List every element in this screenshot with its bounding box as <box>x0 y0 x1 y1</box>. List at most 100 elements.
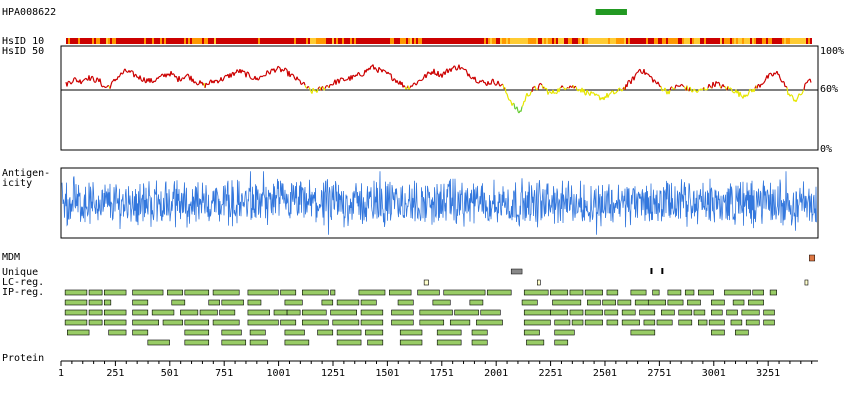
hsid10-cell <box>122 38 124 44</box>
ip-region-block <box>606 319 619 326</box>
hsid10-cell <box>388 38 390 44</box>
ip-region-block <box>554 319 571 326</box>
hsid10-cell <box>592 38 594 44</box>
similarity-segment <box>208 80 211 85</box>
similarity-segment <box>522 101 525 106</box>
hsid10-cell <box>610 38 612 44</box>
hsid10-cell <box>574 38 576 44</box>
ip-region-block <box>360 319 384 326</box>
similarity-segment <box>591 92 594 94</box>
hsid10-cell <box>568 38 570 44</box>
similarity-segment <box>183 76 186 80</box>
similarity-segment <box>774 72 777 75</box>
similarity-segment <box>461 67 464 70</box>
hsid10-cell <box>490 38 492 44</box>
ip-region-block <box>360 309 384 316</box>
hsid10-cell <box>114 38 116 44</box>
similarity-segment <box>403 85 406 88</box>
antigenicity-label-line1: Antigen- <box>2 168 51 179</box>
ip-region-block <box>88 309 103 316</box>
hsid10-cell <box>480 38 482 44</box>
similarity-segment <box>378 66 381 70</box>
hsid10-cell <box>80 38 82 44</box>
hsid10-cell <box>276 38 278 44</box>
similarity-segment <box>682 85 685 88</box>
similarity-panel-frame <box>60 45 819 151</box>
similarity-segment <box>561 85 564 88</box>
similarity-segment <box>778 74 781 79</box>
ip-region-block <box>302 319 329 326</box>
similarity-segment <box>140 79 143 82</box>
axis-tick-label: 2501 <box>593 368 617 379</box>
similarity-segment <box>558 87 561 93</box>
hsid10-cell <box>744 38 746 44</box>
hsid10-cell <box>356 38 358 44</box>
ip-region-block <box>693 309 706 316</box>
hsid10-cell <box>390 38 392 44</box>
hsid10-cell <box>182 38 184 44</box>
hsid10-cell <box>470 38 472 44</box>
hsid10-cell <box>506 38 508 44</box>
similarity-segment <box>762 82 765 85</box>
hsid10-cell <box>546 38 548 44</box>
ip-region-block <box>273 309 288 316</box>
hsid10-cell <box>786 38 788 44</box>
hsid10-cell <box>508 38 510 44</box>
similarity-segment <box>706 87 709 91</box>
ip-region-block <box>336 339 362 346</box>
similarity-segment <box>91 75 94 78</box>
ip-region-block <box>604 309 619 316</box>
hsid10-cell <box>590 38 592 44</box>
hsid10-cell <box>168 38 170 44</box>
hsid10-cell <box>208 38 210 44</box>
similarity-segment <box>583 88 586 95</box>
similarity-segment <box>236 69 239 72</box>
similarity-segment <box>411 84 414 87</box>
hsid10-cell <box>108 38 110 44</box>
hsid10-cell <box>352 38 354 44</box>
similarity-segment <box>285 68 288 71</box>
ip-region-block <box>708 319 725 326</box>
hsid10-cell <box>634 38 636 44</box>
ip-reg-track <box>64 289 777 346</box>
hsid10-cell <box>150 38 152 44</box>
similarity-segment <box>761 83 764 86</box>
hsid10-cell <box>106 38 108 44</box>
similarity-segment <box>178 76 181 81</box>
similarity-segment <box>791 94 794 98</box>
hsid10-cell <box>488 38 490 44</box>
similarity-segment <box>358 72 361 76</box>
hsid10-cell <box>434 38 436 44</box>
hsid10-cell <box>684 38 686 44</box>
ip-region-block <box>280 289 297 296</box>
ip-region-block <box>630 289 647 296</box>
similarity-segment <box>125 70 128 73</box>
similarity-segment <box>187 73 190 77</box>
similarity-segment <box>586 89 589 93</box>
ip-region-block <box>584 309 603 316</box>
hsid10-cell <box>654 38 656 44</box>
ip-region-block <box>569 289 584 296</box>
similarity-segment <box>351 75 354 80</box>
similarity-segment <box>660 86 663 91</box>
similarity-segment <box>506 93 509 98</box>
similarity-segment <box>301 82 304 85</box>
hsid10-cell <box>748 38 750 44</box>
similarity-segment <box>338 79 341 84</box>
hsid10-cell <box>440 38 442 44</box>
lc-reg-track <box>423 279 809 286</box>
similarity-segment <box>340 77 343 79</box>
ip-region-block <box>523 319 551 326</box>
hsid10-cell <box>256 38 258 44</box>
hsid10-cell <box>428 38 430 44</box>
similarity-segment <box>387 71 390 75</box>
hsid10-cell <box>640 38 642 44</box>
hsid10-cell <box>570 38 572 44</box>
hsid10-cell <box>446 38 448 44</box>
hsid10-cell <box>552 38 554 44</box>
similarity-segment <box>640 71 643 74</box>
unique-tick <box>650 268 653 274</box>
hsid10-cell <box>100 38 102 44</box>
ip-region-block <box>639 309 656 316</box>
hsid10-cell <box>728 38 730 44</box>
